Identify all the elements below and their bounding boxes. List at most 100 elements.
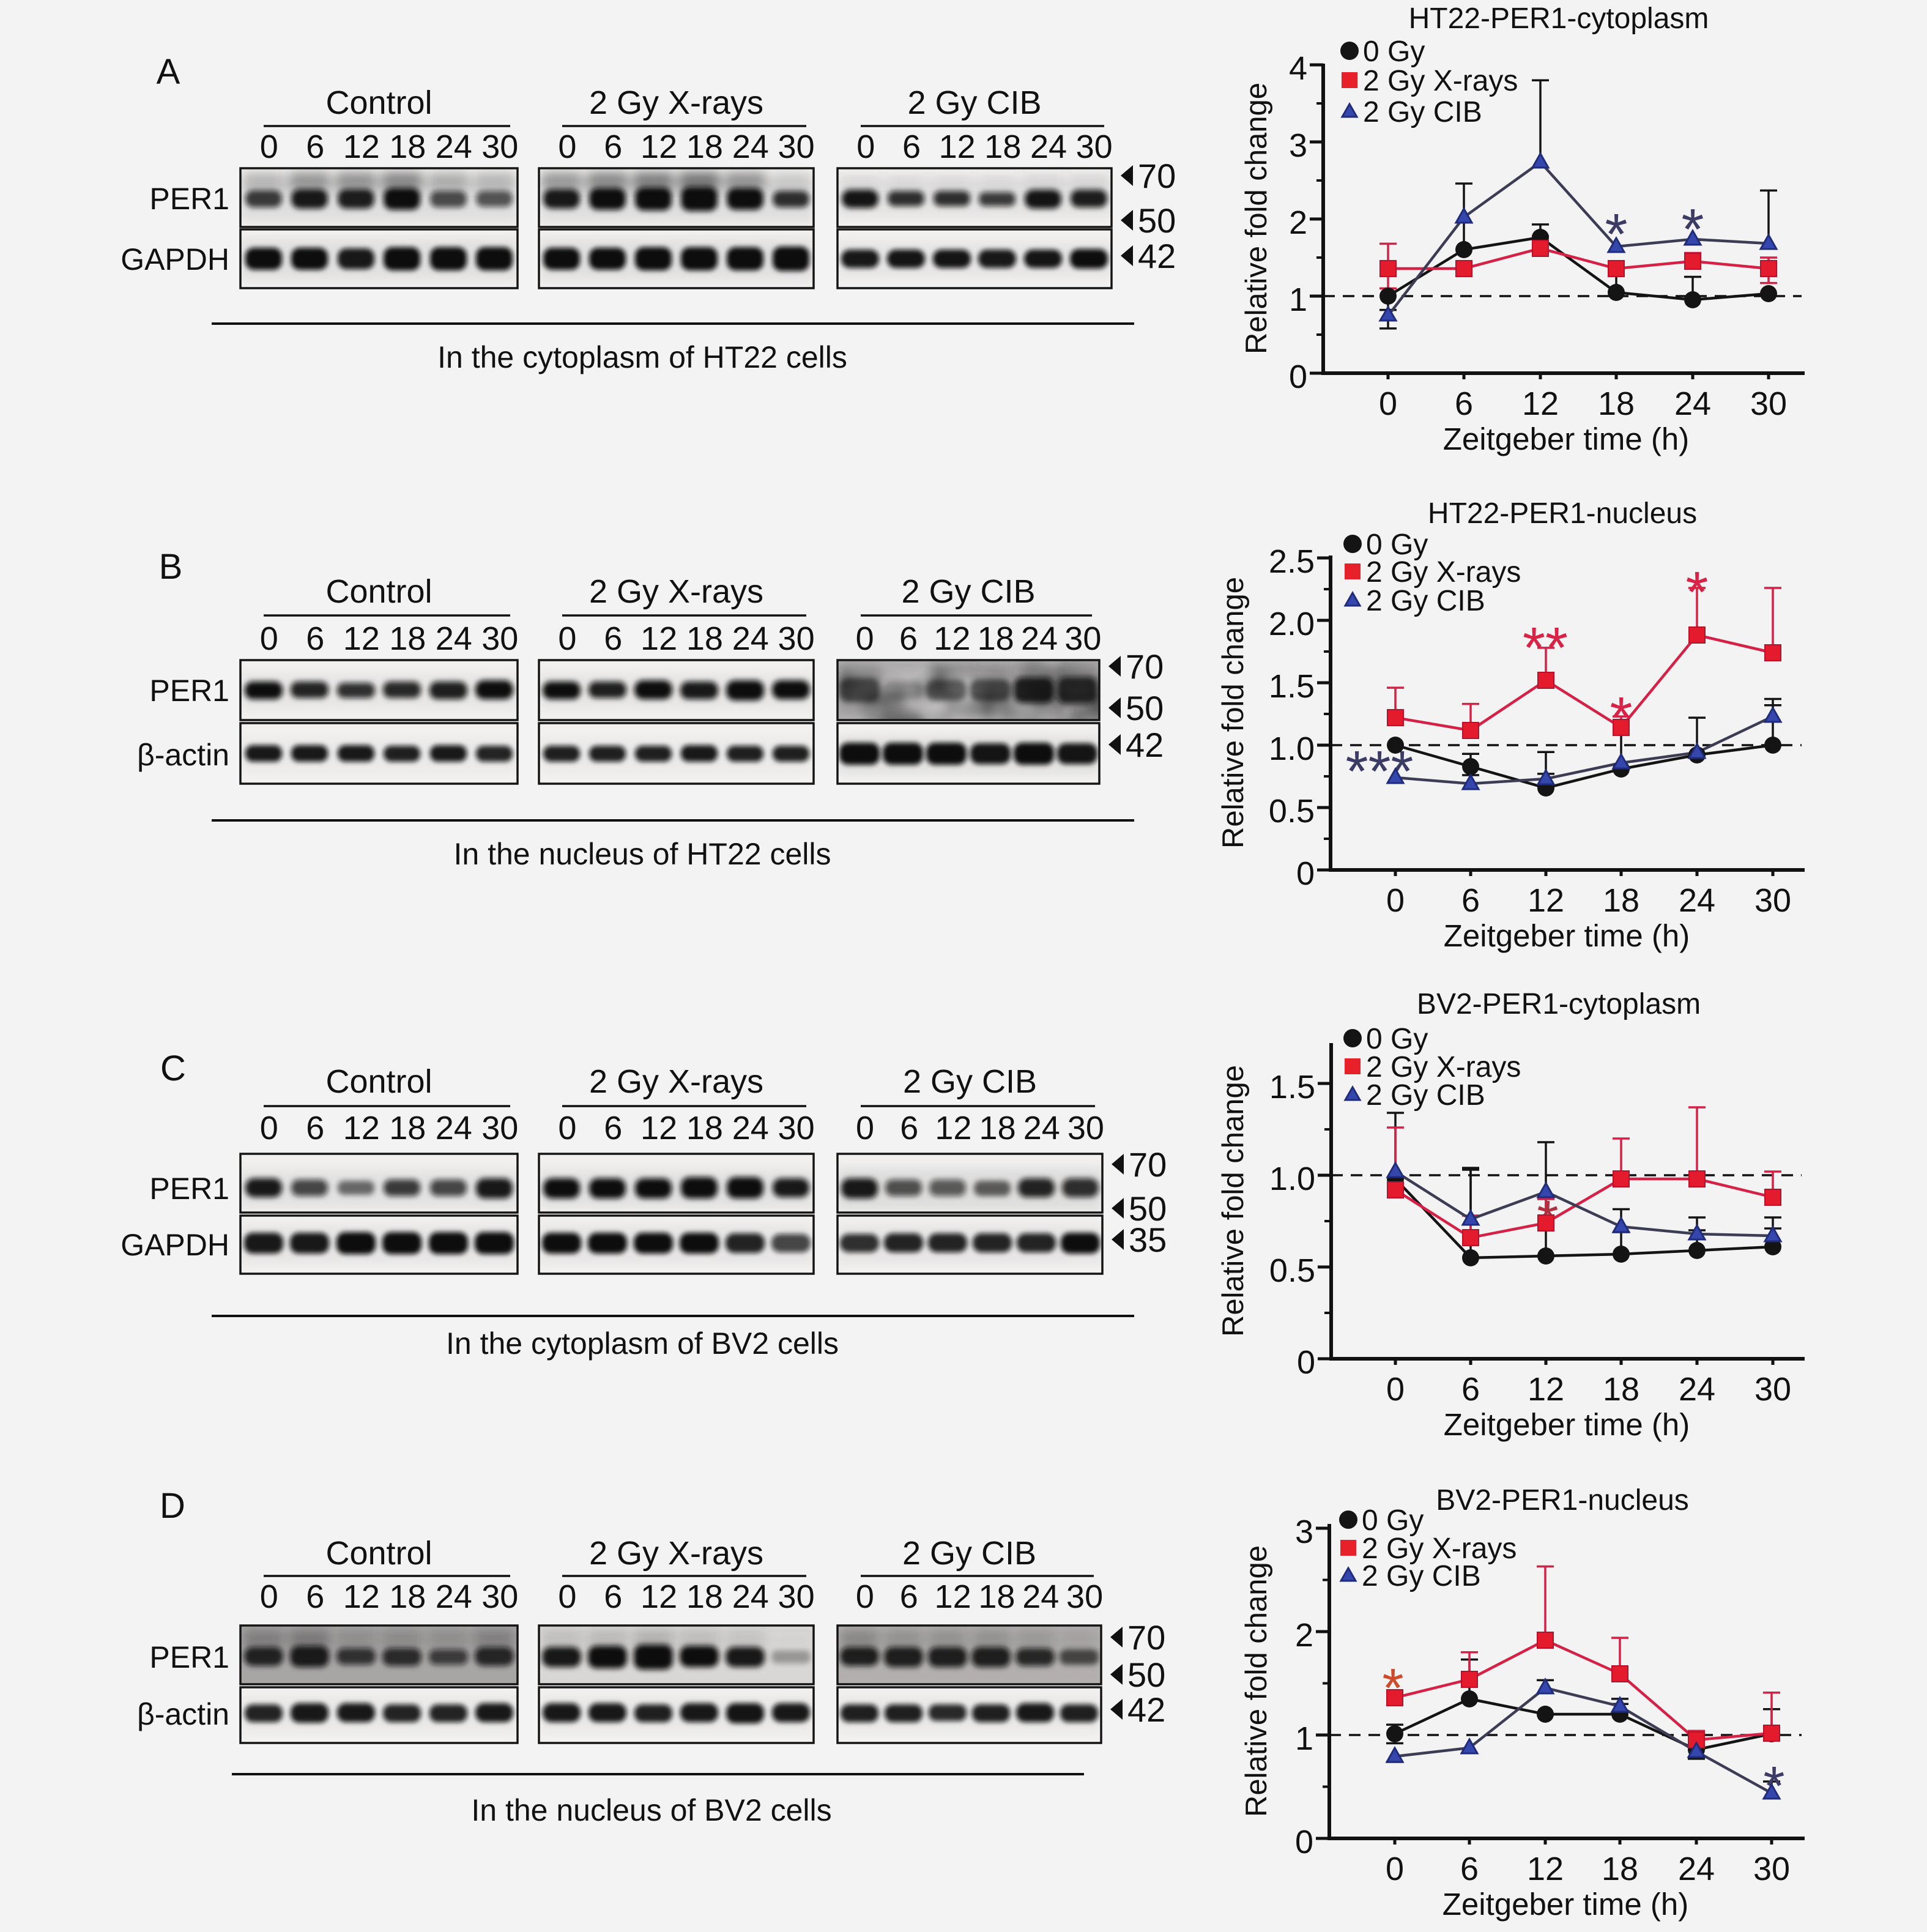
svg-text:A: A: [157, 52, 180, 92]
svg-text:2.0: 2.0: [1269, 606, 1315, 642]
svg-text:6: 6: [902, 128, 921, 165]
svg-text:3: 3: [1295, 1514, 1313, 1550]
svg-text:2: 2: [1295, 1617, 1313, 1654]
svg-text:6: 6: [306, 1578, 324, 1615]
svg-text:In the nucleus of HT22 cells: In the nucleus of HT22 cells: [454, 837, 831, 871]
svg-text:24: 24: [732, 620, 769, 657]
svg-text:HT22-PER1-nucleus: HT22-PER1-nucleus: [1428, 497, 1697, 530]
svg-text:12: 12: [343, 1578, 380, 1615]
svg-text:42: 42: [1127, 1690, 1165, 1729]
svg-text:2 Gy X-rays: 2 Gy X-rays: [589, 573, 763, 610]
svg-text:24: 24: [732, 128, 769, 165]
svg-text:0: 0: [260, 620, 278, 657]
svg-text:Control: Control: [325, 1535, 432, 1572]
svg-text:6: 6: [604, 128, 622, 165]
svg-text:2 Gy CIB: 2 Gy CIB: [1366, 585, 1485, 617]
svg-text:70: 70: [1129, 1145, 1167, 1184]
svg-text:4: 4: [1289, 50, 1307, 87]
svg-text:2 Gy X-rays: 2 Gy X-rays: [589, 1535, 763, 1572]
svg-text:0.5: 0.5: [1269, 793, 1315, 830]
svg-text:6: 6: [1460, 1851, 1479, 1887]
svg-text:0: 0: [260, 1578, 278, 1615]
svg-text:12: 12: [934, 620, 970, 657]
svg-text:2 Gy X-rays: 2 Gy X-rays: [589, 84, 763, 121]
svg-text:18: 18: [979, 1110, 1016, 1146]
svg-text:0: 0: [558, 128, 576, 165]
svg-text:0: 0: [856, 620, 874, 657]
svg-text:24: 24: [1678, 1851, 1715, 1887]
svg-text:24: 24: [1679, 882, 1715, 919]
svg-text:2 Gy X-rays: 2 Gy X-rays: [589, 1063, 763, 1100]
svg-text:12: 12: [343, 620, 380, 657]
svg-text:18: 18: [1603, 1371, 1639, 1408]
svg-text:C: C: [160, 1049, 186, 1088]
svg-text:6: 6: [900, 1578, 918, 1615]
svg-text:2 Gy CIB: 2 Gy CIB: [907, 84, 1041, 121]
svg-text:18: 18: [389, 1578, 426, 1615]
svg-text:0: 0: [856, 128, 875, 165]
svg-text:35: 35: [1129, 1221, 1167, 1259]
svg-text:18: 18: [389, 128, 426, 165]
svg-text:PER1: PER1: [149, 1172, 229, 1206]
svg-text:70: 70: [1127, 1618, 1165, 1657]
svg-text:2 Gy CIB: 2 Gy CIB: [1366, 1079, 1485, 1112]
svg-text:1.5: 1.5: [1269, 668, 1315, 705]
svg-text:Relative fold change: Relative fold change: [1217, 1065, 1250, 1337]
svg-text:6: 6: [1461, 882, 1480, 919]
svg-text:12: 12: [1527, 1851, 1564, 1887]
svg-text:6: 6: [604, 1110, 622, 1146]
svg-text:18: 18: [1602, 1851, 1638, 1887]
svg-text:2: 2: [1289, 204, 1307, 241]
svg-text:Zeitgeber time (h): Zeitgeber time (h): [1444, 1407, 1690, 1442]
svg-text:0 Gy: 0 Gy: [1366, 1023, 1428, 1055]
svg-text:Control: Control: [325, 573, 432, 610]
svg-text:18: 18: [686, 128, 723, 165]
svg-text:12: 12: [939, 128, 976, 165]
svg-text:18: 18: [686, 1578, 723, 1615]
svg-text:50: 50: [1126, 689, 1164, 727]
svg-text:42: 42: [1138, 237, 1176, 275]
svg-text:12: 12: [1528, 882, 1564, 919]
svg-text:12: 12: [343, 128, 380, 165]
svg-text:12: 12: [640, 1578, 677, 1615]
svg-text:D: D: [160, 1486, 185, 1526]
svg-text:In the cytoplasm of BV2 cells: In the cytoplasm of BV2 cells: [446, 1326, 839, 1361]
svg-text:1: 1: [1295, 1720, 1313, 1757]
svg-text:24: 24: [436, 1110, 472, 1146]
svg-text:Relative fold change: Relative fold change: [1217, 577, 1250, 849]
svg-text:*: *: [1686, 560, 1709, 625]
svg-text:PER1: PER1: [149, 1640, 229, 1674]
svg-text:0: 0: [1297, 1344, 1315, 1381]
svg-text:0 Gy: 0 Gy: [1363, 35, 1425, 68]
svg-text:2 Gy X-rays: 2 Gy X-rays: [1363, 65, 1518, 97]
svg-text:18: 18: [978, 1578, 1015, 1615]
svg-text:6: 6: [604, 1578, 622, 1615]
svg-text:24: 24: [1674, 385, 1711, 422]
svg-text:6: 6: [1455, 385, 1473, 422]
svg-text:24: 24: [1021, 620, 1058, 657]
svg-text:6: 6: [1461, 1371, 1480, 1408]
svg-text:In the cytoplasm of HT22 cells: In the cytoplasm of HT22 cells: [437, 340, 847, 374]
svg-text:30: 30: [1064, 620, 1101, 657]
svg-text:18: 18: [978, 620, 1014, 657]
svg-text:6: 6: [899, 620, 918, 657]
svg-text:Relative fold change: Relative fold change: [1240, 1545, 1273, 1817]
svg-text:HT22-PER1-cytoplasm: HT22-PER1-cytoplasm: [1409, 2, 1709, 35]
svg-text:30: 30: [1067, 1110, 1104, 1146]
svg-text:2 Gy X-rays: 2 Gy X-rays: [1366, 556, 1521, 589]
svg-text:18: 18: [686, 620, 723, 657]
svg-text:0: 0: [260, 1110, 278, 1146]
svg-text:0: 0: [558, 1578, 576, 1615]
svg-text:Zeitgeber time (h): Zeitgeber time (h): [1442, 1887, 1688, 1922]
svg-text:Control: Control: [325, 84, 432, 121]
svg-text:*: *: [1382, 1658, 1403, 1719]
svg-text:2.5: 2.5: [1269, 543, 1315, 580]
svg-text:12: 12: [935, 1110, 971, 1146]
svg-text:12: 12: [935, 1578, 971, 1615]
svg-text:0: 0: [1386, 1851, 1404, 1887]
svg-text:30: 30: [1754, 1371, 1791, 1408]
svg-text:30: 30: [778, 620, 815, 657]
svg-text:2 Gy CIB: 2 Gy CIB: [903, 1063, 1037, 1100]
svg-text:24: 24: [436, 128, 472, 165]
svg-text:0: 0: [1379, 385, 1397, 422]
